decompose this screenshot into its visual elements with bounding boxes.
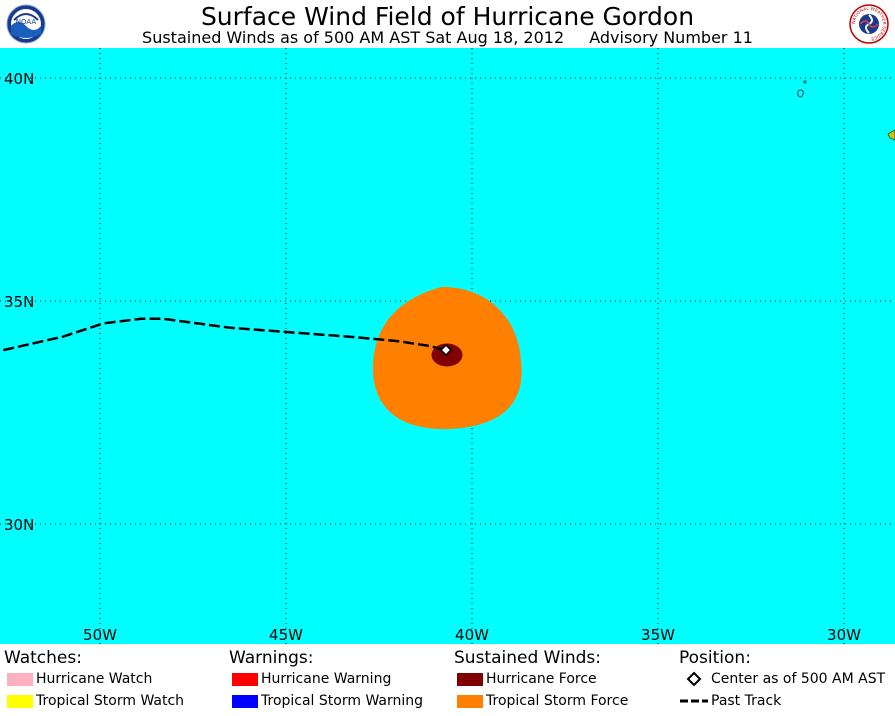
storm-center-layer: [439, 343, 453, 357]
page-subtitle: Sustained Winds as of 500 AM AST Sat Aug…: [0, 29, 895, 47]
longitude-label: 35W: [641, 626, 675, 644]
legend-item-hurricane-watch: Hurricane Watch: [4, 668, 184, 690]
center-diamond-icon: [686, 671, 702, 687]
longitude-label: 50W: [83, 626, 117, 644]
past-track-line: [3, 317, 447, 352]
storm-center-marker: [439, 343, 453, 357]
legend-item-hurricane-warning: Hurricane Warning: [229, 668, 423, 690]
legend-label: Hurricane Force: [486, 671, 597, 687]
legend-warnings: Warnings: Hurricane Warning Tropical Sto…: [229, 648, 423, 712]
longitude-label: 40W: [455, 626, 489, 644]
legend-heading-position: Position:: [679, 648, 751, 668]
iberia-coast: [887, 129, 895, 141]
longitude-label: 45W: [269, 626, 303, 644]
legend: Watches: Hurricane Watch Tropical Storm …: [0, 644, 895, 716]
lat-lon-grid: [0, 48, 895, 644]
legend-heading-winds: Sustained Winds:: [454, 648, 601, 668]
latitude-labels: 40N 35N 30N: [4, 70, 34, 534]
azores-island: [797, 89, 804, 98]
nws-logo-icon: NATIONAL WEATHER SERVICE: [849, 4, 889, 44]
legend-item-center: Center as of 500 AM AST: [679, 668, 885, 690]
latitude-label: 40N: [4, 70, 34, 88]
hurricane-force-swatch: [457, 673, 483, 686]
legend-label: Past Track: [711, 693, 782, 709]
legend-item-tropical-storm-warning: Tropical Storm Warning: [229, 690, 423, 712]
legend-watches: Watches: Hurricane Watch Tropical Storm …: [4, 648, 184, 712]
latitude-label: 35N: [4, 293, 34, 311]
legend-sustained-winds: Sustained Winds: Hurricane Force Tropica…: [454, 648, 628, 712]
past-track-dash-icon: [680, 699, 708, 703]
hurricane-warning-swatch: [232, 673, 258, 686]
page-title: Surface Wind Field of Hurricane Gordon: [200, 2, 695, 31]
legend-label: Tropical Storm Watch: [36, 693, 185, 709]
legend-label: Hurricane Warning: [261, 671, 392, 687]
map-header: NOAA Surface Wind Field of Hurricane Gor…: [0, 0, 895, 48]
legend-item-hurricane-force: Hurricane Force: [454, 668, 628, 690]
noaa-logo-icon: NOAA: [6, 4, 46, 44]
land-features: [797, 80, 895, 141]
legend-label: Hurricane Watch: [36, 671, 153, 687]
azores-islet: [803, 80, 807, 84]
noaa-logo-text: NOAA: [16, 18, 37, 26]
latitude-label: 30N: [4, 516, 34, 534]
wind-field-map: 40N 35N 30N 50W 45W 40W 35W 30W: [0, 48, 895, 644]
legend-item-tropical-storm-force: Tropical Storm Force: [454, 690, 628, 712]
tropical-storm-force-swatch: [457, 695, 483, 708]
legend-label: Tropical Storm Warning: [261, 693, 423, 709]
legend-heading-warnings: Warnings:: [229, 648, 314, 668]
legend-item-tropical-storm-watch: Tropical Storm Watch: [4, 690, 184, 712]
advisory-number: Advisory Number 11: [589, 28, 753, 47]
legend-label: Tropical Storm Force: [486, 693, 629, 709]
hurricane-watch-swatch: [7, 673, 33, 686]
longitude-label: 30W: [827, 626, 861, 644]
legend-position: Position: Center as of 500 AM AST Past T…: [679, 648, 885, 712]
longitude-labels: 50W 45W 40W 35W 30W: [83, 626, 861, 644]
legend-label: Center as of 500 AM AST: [711, 671, 886, 687]
advisory-time: Sustained Winds as of 500 AM AST Sat Aug…: [142, 28, 565, 47]
tropical-storm-watch-swatch: [7, 695, 33, 708]
past-track-layer: [3, 317, 447, 352]
tropical-storm-warning-swatch: [232, 695, 258, 708]
legend-heading-watches: Watches:: [4, 648, 82, 668]
legend-item-past-track: Past Track: [679, 690, 885, 712]
